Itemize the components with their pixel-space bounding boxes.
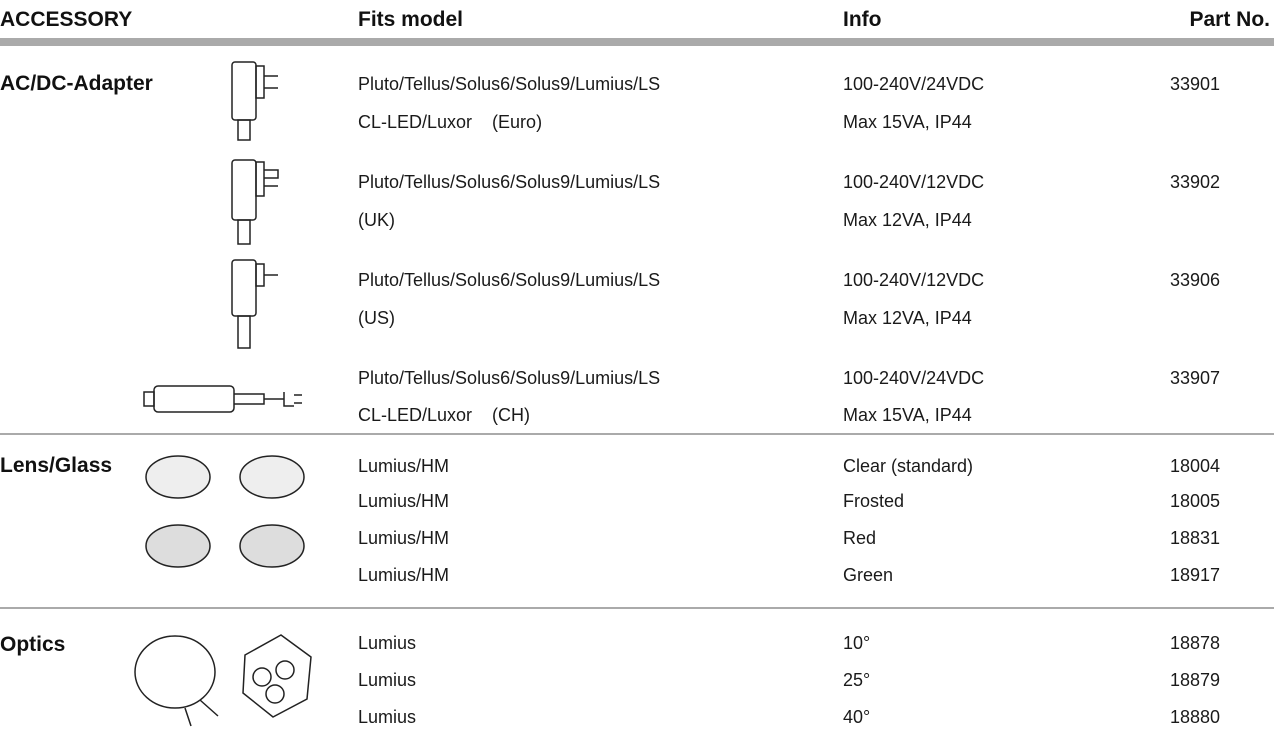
part-number: 18831 (1170, 528, 1221, 548)
model: Lumius/HM (358, 456, 450, 476)
model: Lumius/HM (358, 565, 450, 585)
part-number: 18878 (1170, 633, 1221, 653)
info: 100-240V/24VDC (843, 368, 985, 388)
model: CL-LED/Luxor (CH) (358, 405, 531, 425)
section-label: Lens/Glass (0, 454, 113, 477)
info: Clear (standard) (843, 456, 974, 476)
model: Pluto/Tellus/Solus6/Solus9/Lumius/LS (358, 368, 661, 388)
divider (0, 607, 1274, 609)
part-number: 18004 (1170, 456, 1221, 476)
section-label: AC/DC-Adapter (0, 72, 153, 95)
model: Lumius/HM (358, 491, 450, 511)
header-cell: Fits model (358, 8, 464, 31)
part-number: 33907 (1170, 368, 1221, 388)
info: Red (843, 528, 877, 548)
model: (US) (358, 308, 395, 328)
adapter-icon (143, 385, 302, 413)
model: Lumius (358, 670, 417, 690)
model: Pluto/Tellus/Solus6/Solus9/Lumius/LS (358, 172, 661, 192)
optic-icon (134, 634, 312, 727)
model: Lumius (358, 633, 417, 653)
lens-icon (145, 455, 305, 568)
info: Green (843, 565, 894, 585)
info: Max 15VA, IP44 (843, 112, 972, 132)
info: 10° (843, 633, 871, 653)
divider (0, 433, 1274, 435)
part-number: 18917 (1170, 565, 1221, 585)
info: Frosted (843, 491, 905, 511)
model: Pluto/Tellus/Solus6/Solus9/Lumius/LS (358, 270, 661, 290)
header-cell: ACCESSORY (0, 8, 133, 31)
info: 100-240V/12VDC (843, 172, 985, 192)
info: 40° (843, 707, 871, 727)
info: 25° (843, 670, 871, 690)
model: Pluto/Tellus/Solus6/Solus9/Lumius/LS (358, 74, 661, 94)
model: CL-LED/Luxor (Euro) (358, 112, 543, 132)
info: Max 12VA, IP44 (843, 210, 972, 230)
part-number: 18879 (1170, 670, 1221, 690)
section-label: Optics (0, 633, 66, 656)
header-cell: Info (843, 8, 882, 31)
info: 100-240V/24VDC (843, 74, 985, 94)
info: 100-240V/12VDC (843, 270, 985, 290)
info: Max 15VA, IP44 (843, 405, 972, 425)
part-number: 33901 (1170, 74, 1221, 94)
adapter-icon (231, 159, 279, 245)
model: Lumius (358, 707, 417, 727)
adapter-icon (231, 61, 278, 141)
model: Lumius/HM (358, 528, 450, 548)
part-number: 33902 (1170, 172, 1221, 192)
header-rule (0, 38, 1274, 46)
header-cell: Part No. (1189, 8, 1270, 31)
adapter-icon (231, 259, 278, 349)
part-number: 33906 (1170, 270, 1221, 290)
part-number: 18880 (1170, 707, 1221, 727)
model: (UK) (358, 210, 395, 230)
info: Max 12VA, IP44 (843, 308, 972, 328)
part-number: 18005 (1170, 491, 1221, 511)
